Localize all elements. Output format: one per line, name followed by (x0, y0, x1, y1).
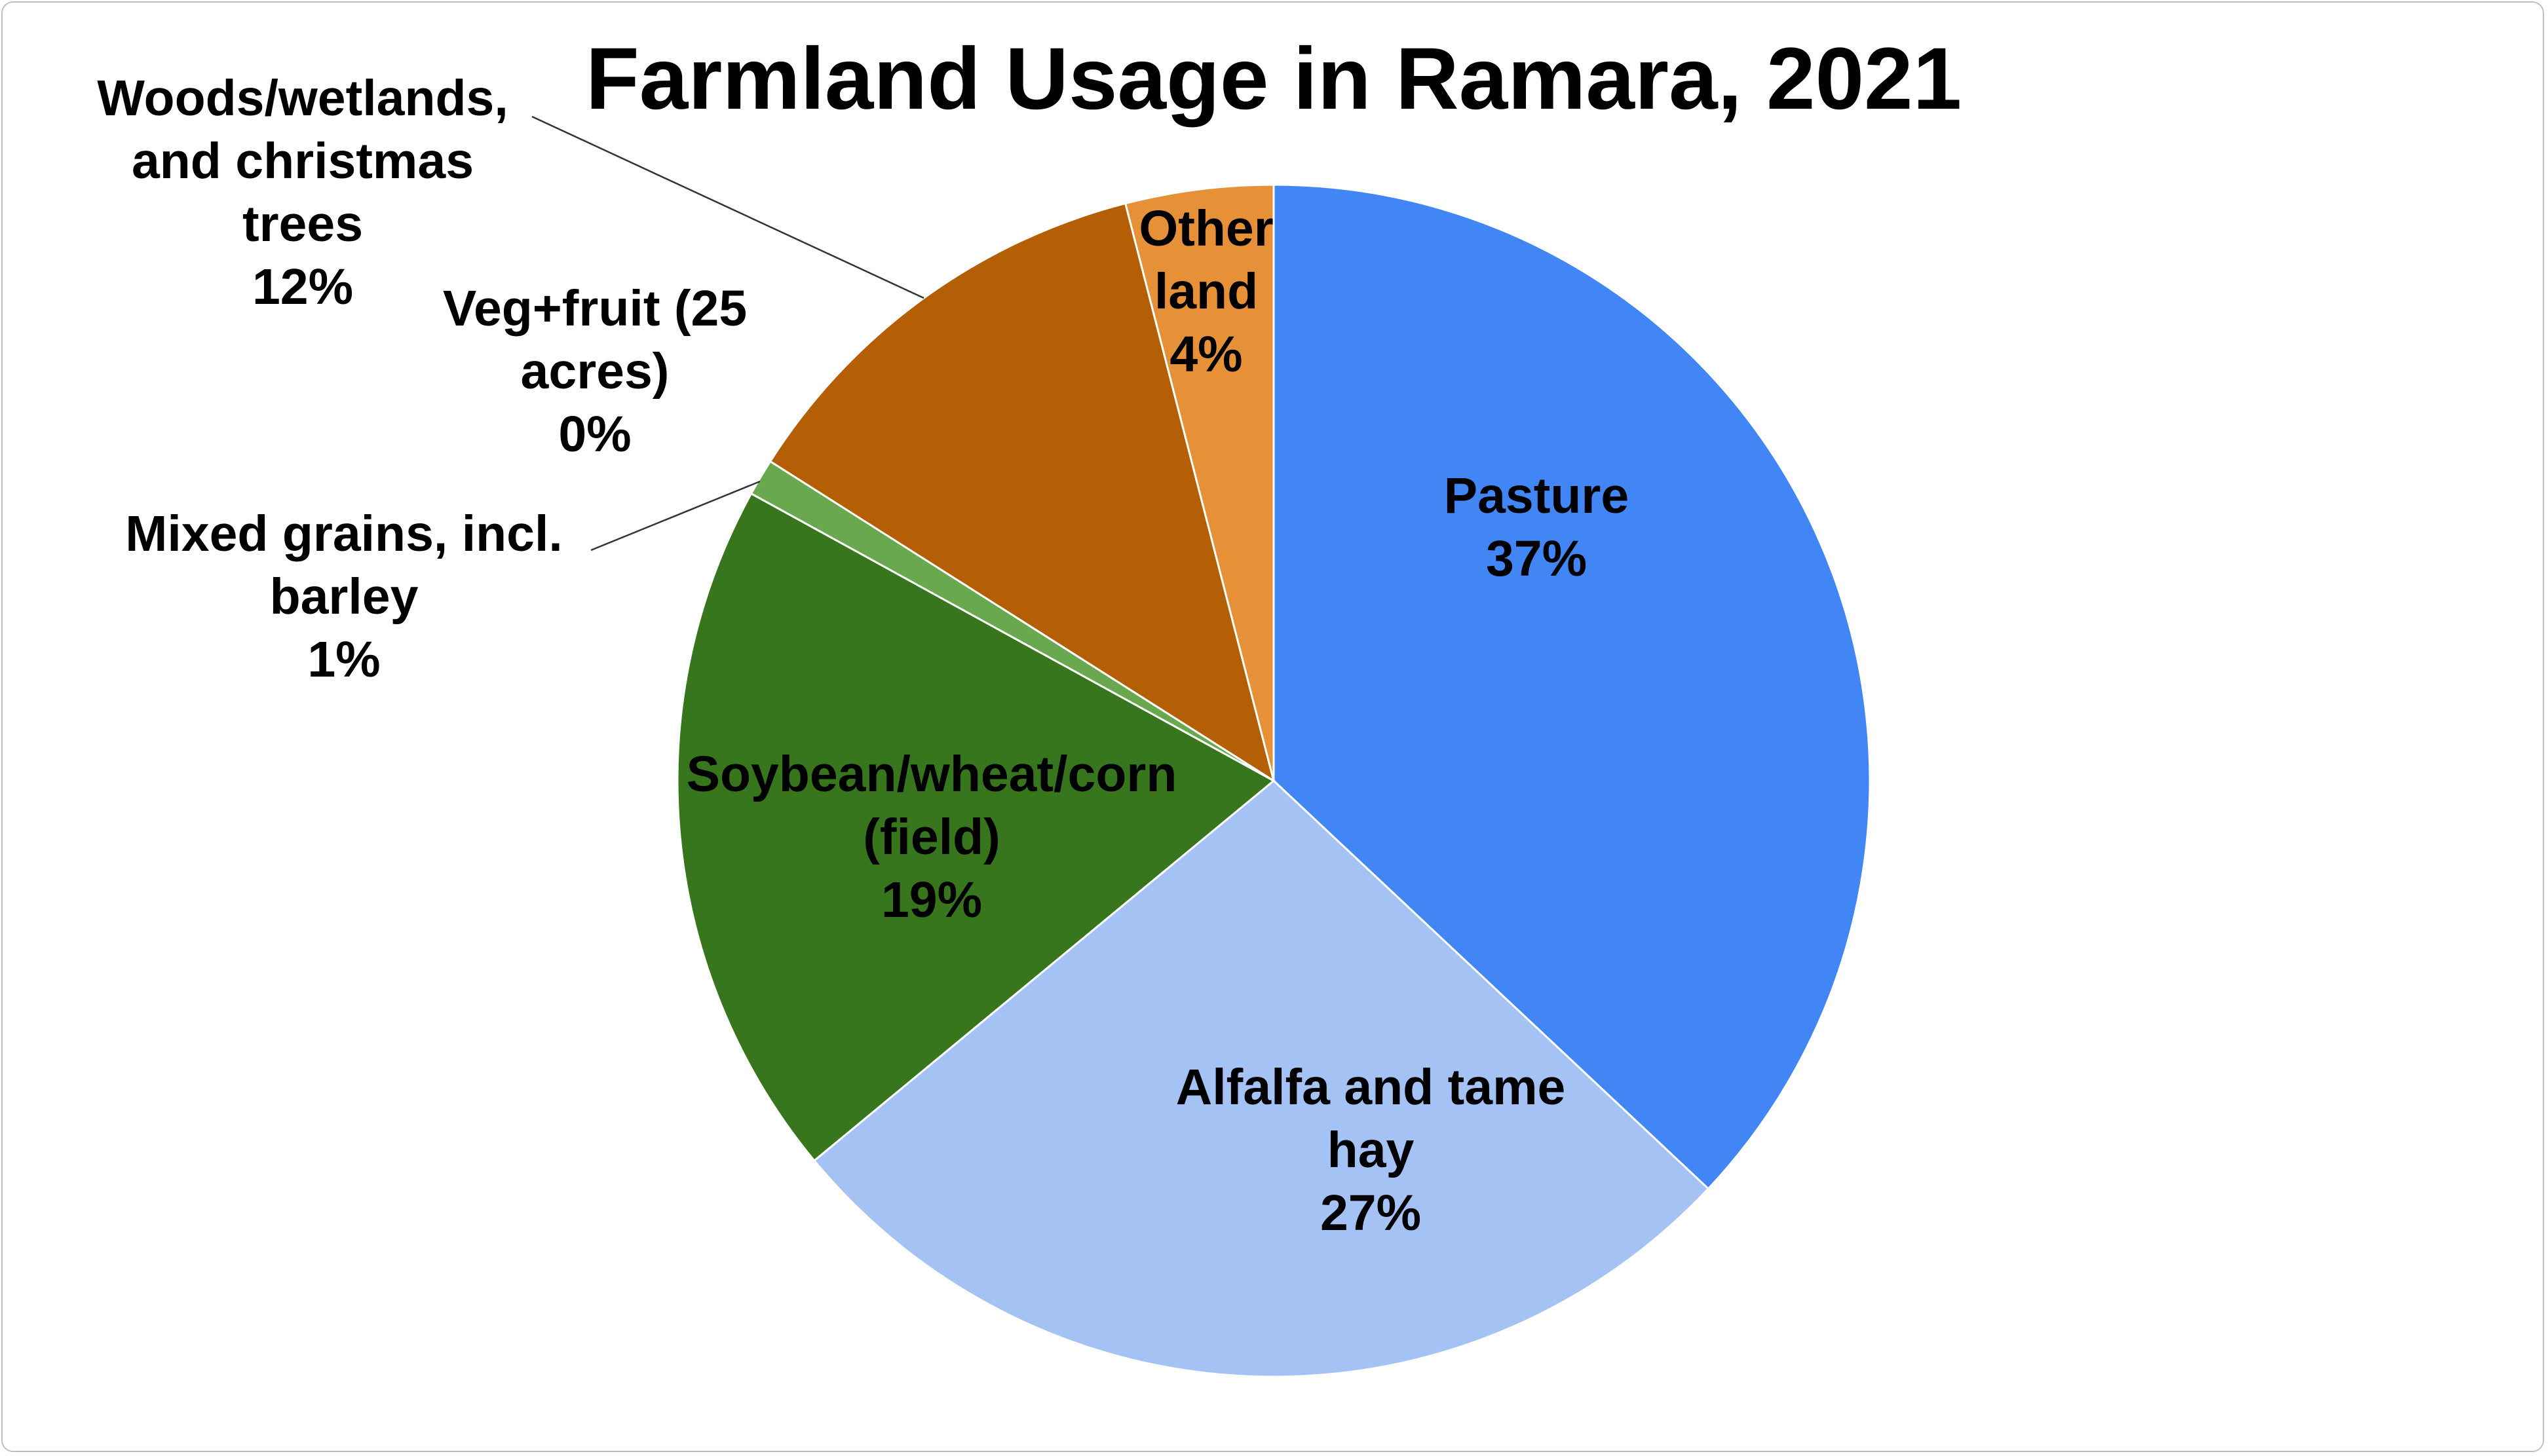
chart-title: Farmland Usage in Ramara, 2021 (586, 30, 1962, 128)
slice-name-line-mixed-grains-incl-barley: Mixed grains, incl. (125, 506, 563, 562)
pie-slice-pasture (1272, 183, 1871, 1191)
slice-name-line-soybean-wheat-corn-field: Soybean/wheat/corn (687, 746, 1177, 802)
leader-line-mixed-grains-incl-barley (590, 480, 761, 551)
slice-name-line-veg-fruit-25-acres: Veg+fruit (25 (443, 280, 747, 337)
slice-name-line-other-land: Other (1139, 200, 1273, 257)
leader-lines (531, 115, 924, 551)
slice-name-line-alfalfa-and-tame-hay: Alfalfa and tame (1176, 1059, 1566, 1115)
slice-percent-veg-fruit-25-acres: 0% (558, 406, 631, 462)
slice-label-soybean-wheat-corn-field: Soybean/wheat/corn (field) 19% (687, 746, 1177, 928)
slice-name-line-woods-wetlands-and-christmas-trees: Woods/wetlands, (97, 70, 508, 126)
slice-labels: Pasture 37% Alfalfa and tame hay 27% Soybean/… (97, 70, 1629, 1241)
slice-percent-woods-wetlands-and-christmas-trees: 12% (252, 259, 353, 315)
slice-percent-mixed-grains-incl-barley: 1% (307, 631, 380, 688)
pie-slice-soybean-wheat-corn-field (676, 492, 1276, 1163)
pie-slice-other-land (1124, 183, 1275, 781)
slice-label-alfalfa-and-tame-hay: Alfalfa and tame hay 27% (1176, 1059, 1566, 1241)
slice-label-mixed-grains-incl-barley: Mixed grains, incl. barley 1% (125, 506, 563, 688)
leader-line-woods-wetlands-and-christmas-trees (531, 115, 924, 299)
slice-label-other-land: Other land 4% (1139, 200, 1273, 383)
slice-percent-soybean-wheat-corn-field: 19% (881, 872, 982, 928)
slice-name-line-soybean-wheat-corn-field: (field) (863, 809, 1000, 865)
slice-label-woods-wetlands-and-christmas-trees: Woods/wetlands, and christmas trees 12% (97, 70, 508, 315)
slice-percent-pasture: 37% (1486, 531, 1587, 587)
pie-slice-alfalfa-and-tame-hay (812, 779, 1710, 1378)
slice-percent-alfalfa-and-tame-hay: 27% (1320, 1185, 1421, 1241)
slice-name-line-alfalfa-and-tame-hay: hay (1327, 1122, 1415, 1178)
slice-label-veg-fruit-25-acres: Veg+fruit (25 acres) 0% (443, 280, 747, 462)
slice-name-line-other-land: land (1154, 263, 1258, 320)
slice-name-line-mixed-grains-incl-barley: barley (270, 569, 419, 625)
pie-slices (676, 183, 1871, 1378)
slice-name-line-woods-wetlands-and-christmas-trees: and christmas (132, 133, 474, 189)
slice-name-line-veg-fruit-25-acres: acres) (521, 343, 670, 400)
slice-label-pasture: Pasture 37% (1444, 468, 1629, 587)
slice-name-line-woods-wetlands-and-christmas-trees: trees (242, 196, 363, 252)
slice-name-line-pasture: Pasture (1444, 468, 1629, 524)
slice-percent-other-land: 4% (1169, 326, 1242, 383)
